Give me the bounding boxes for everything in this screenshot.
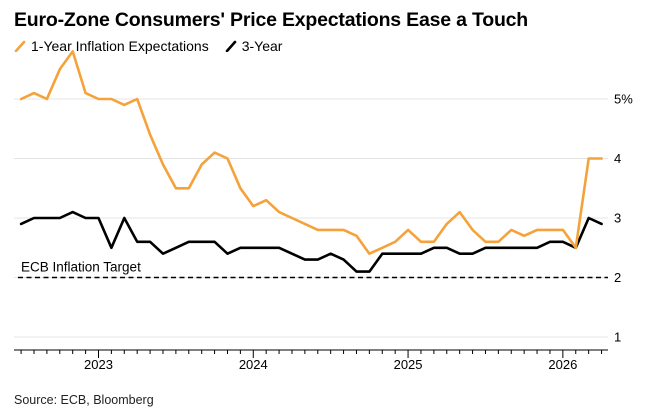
- source-note: Source: ECB, Bloomberg: [14, 393, 154, 407]
- legend-item-1year: 1-Year Inflation Expectations: [14, 38, 209, 54]
- series-line-3year: [19, 210, 603, 273]
- legend-swatch-1year-icon: [14, 40, 26, 52]
- legend-label-3year: 3-Year: [241, 38, 283, 54]
- x-tick-label: 2023: [84, 357, 113, 372]
- inflation-target-label: ECB Inflation Target: [21, 260, 141, 275]
- legend-label-1year: 1-Year Inflation Expectations: [31, 38, 209, 54]
- x-tick-label: 2024: [239, 357, 268, 372]
- y-tick-label: 5%: [614, 92, 633, 107]
- y-tick-label: 3: [614, 211, 621, 226]
- legend-item-3year: 3-Year: [225, 38, 283, 54]
- y-tick-label: 1: [614, 330, 621, 345]
- series-line-1year: [19, 50, 603, 255]
- chart-title: Euro-Zone Consumers' Price Expectations …: [14, 9, 529, 31]
- x-tick-label: 2026: [548, 357, 577, 372]
- legend: 1-Year Inflation Expectations 3-Year: [14, 38, 298, 54]
- x-tick-label: 2025: [394, 357, 423, 372]
- y-tick-label: 2: [614, 270, 621, 285]
- legend-swatch-3year-icon: [225, 40, 237, 52]
- y-tick-label: 4: [614, 151, 621, 166]
